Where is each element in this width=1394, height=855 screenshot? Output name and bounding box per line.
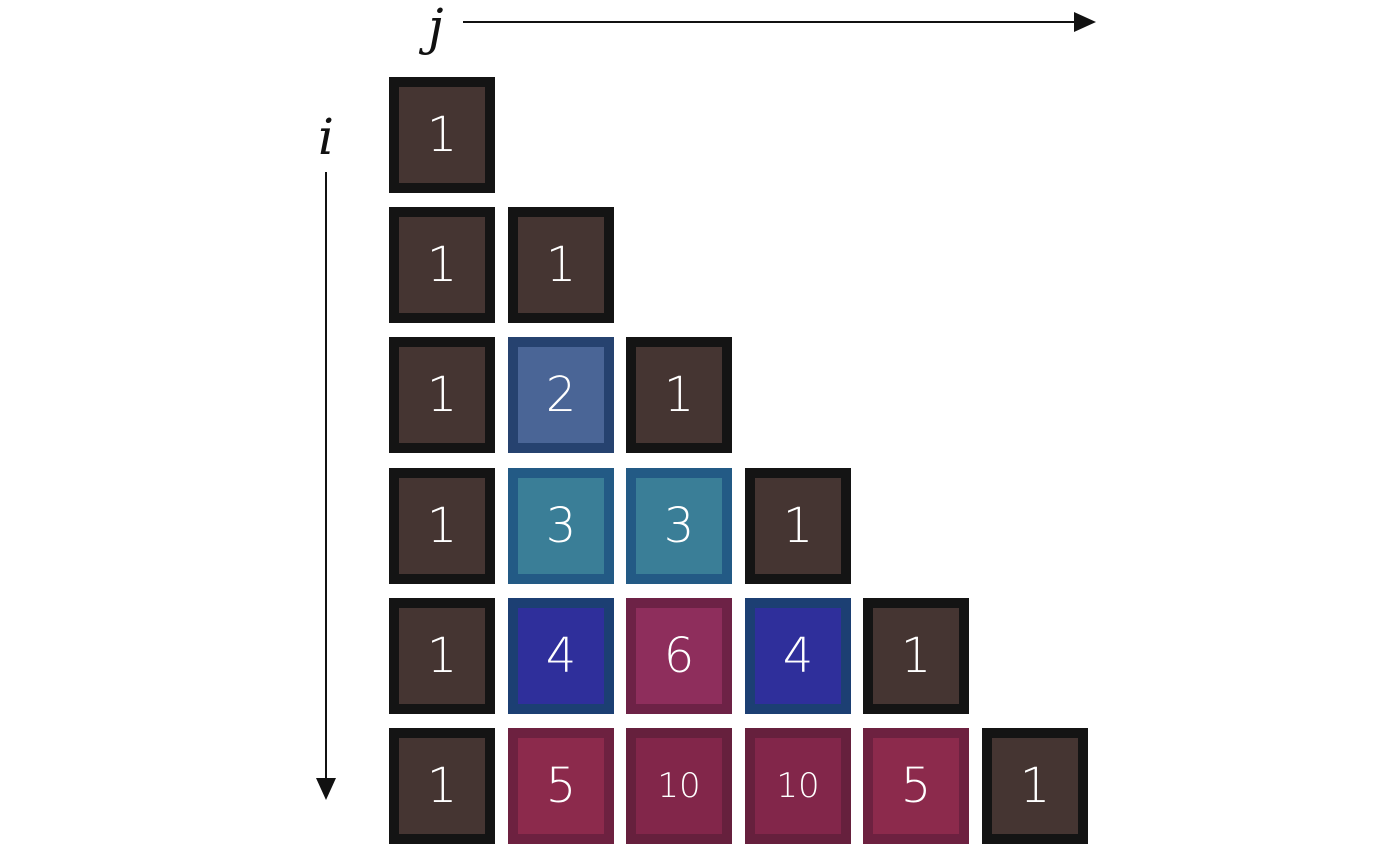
cell-r5-c2: 10 (626, 728, 732, 844)
cell-r4-c0: 1 (389, 598, 495, 714)
column-axis-label: j (428, 0, 444, 56)
row-axis-label: i (318, 108, 334, 166)
cell-r2-c1: 2 (508, 337, 614, 453)
cell-r4-c4: 1 (863, 598, 969, 714)
cell-r0-c0: 1 (389, 77, 495, 193)
cell-r5-c5: 1 (982, 728, 1088, 844)
cell-r4-c3: 4 (745, 598, 851, 714)
cell-r5-c1: 5 (508, 728, 614, 844)
row-axis-arrow-shaft (325, 172, 327, 780)
cell-r1-c1: 1 (508, 207, 614, 323)
cell-r2-c0: 1 (389, 337, 495, 453)
cell-r3-c0: 1 (389, 468, 495, 584)
row-axis-arrow-head (316, 778, 336, 800)
cell-r1-c0: 1 (389, 207, 495, 323)
cell-r5-c4: 5 (863, 728, 969, 844)
cell-r3-c3: 1 (745, 468, 851, 584)
cell-r2-c2: 1 (626, 337, 732, 453)
cell-r4-c2: 6 (626, 598, 732, 714)
column-axis-arrow-head (1074, 12, 1096, 32)
column-axis-arrow-shaft (463, 21, 1077, 23)
cell-r4-c1: 4 (508, 598, 614, 714)
cell-r3-c1: 3 (508, 468, 614, 584)
cell-r5-c3: 10 (745, 728, 851, 844)
cell-r3-c2: 3 (626, 468, 732, 584)
cell-r5-c0: 1 (389, 728, 495, 844)
